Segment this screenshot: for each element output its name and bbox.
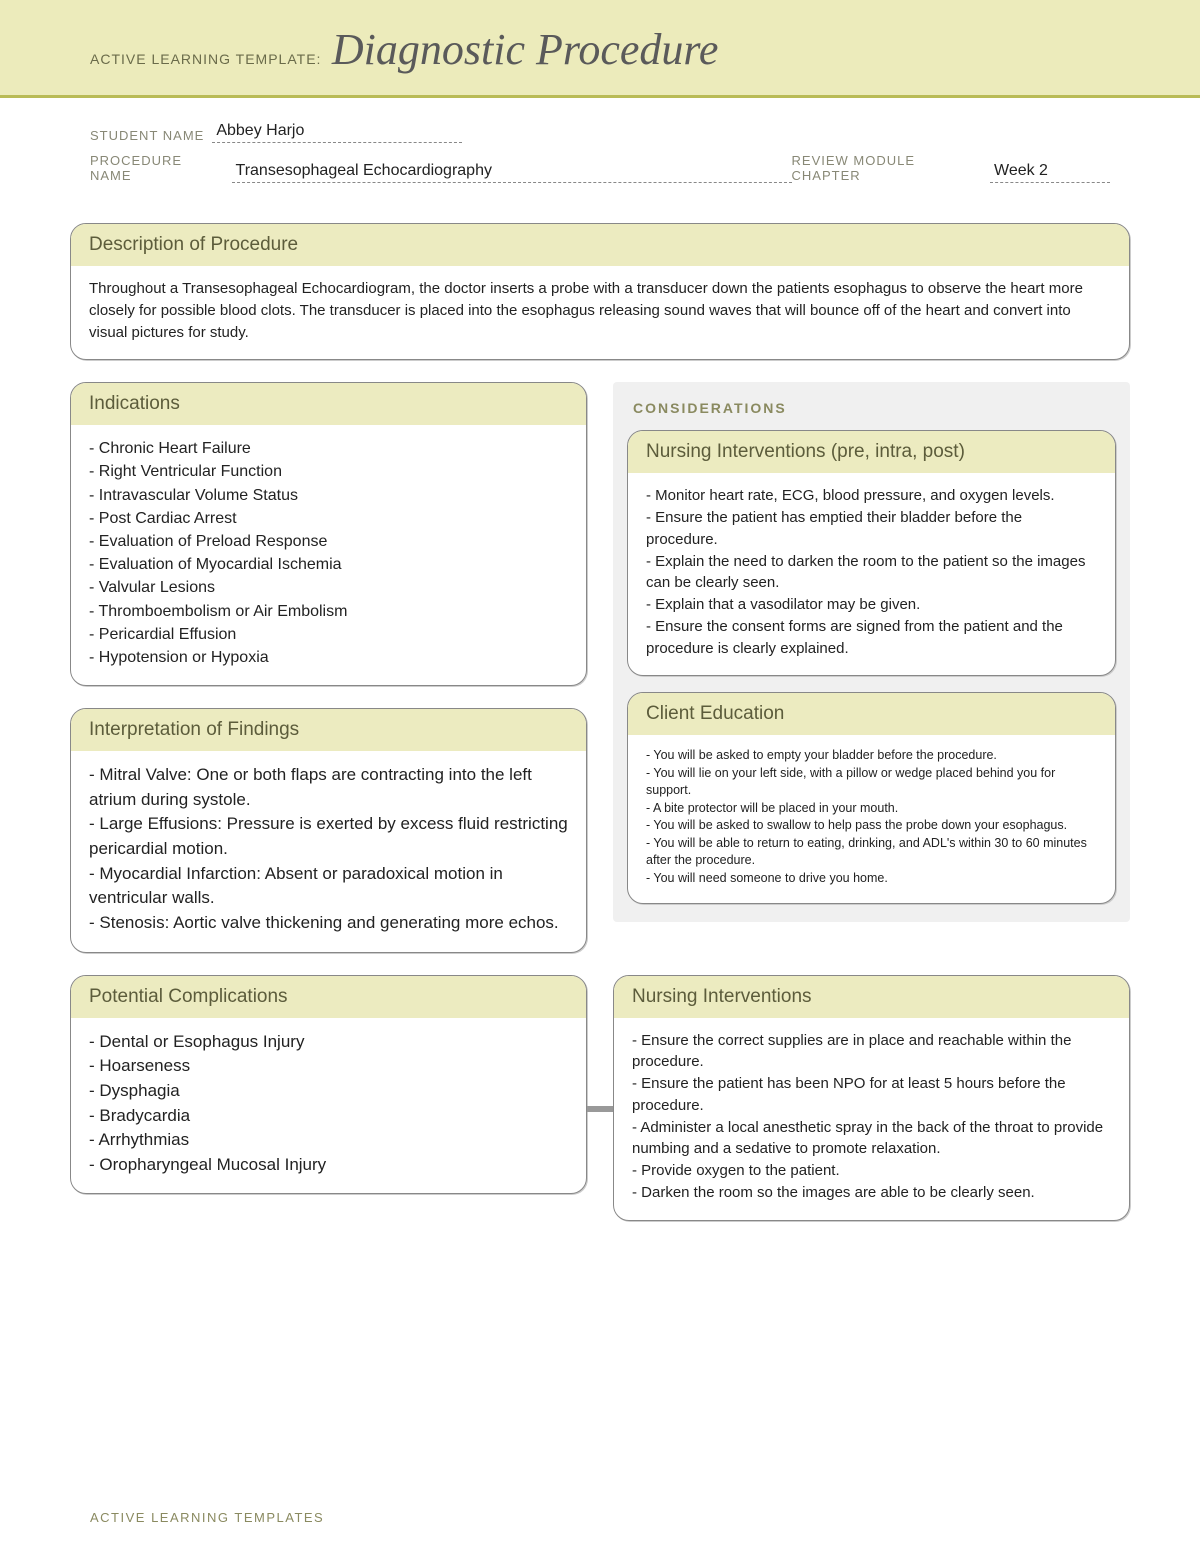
description-body: Throughout a Transesophageal Echocardiog… — [71, 266, 1129, 359]
list-item: - Pericardial Effusion — [89, 623, 568, 646]
nursing-pre-box: Nursing Interventions (pre, intra, post)… — [627, 430, 1116, 676]
list-item: - Ensure the consent forms are signed fr… — [646, 616, 1097, 660]
footer-text: ACTIVE LEARNING TEMPLATES — [90, 1510, 324, 1525]
student-name-value: Abbey Harjo — [212, 122, 462, 143]
list-item: - Post Cardiac Arrest — [89, 507, 568, 530]
list-item: - Bradycardia — [89, 1104, 568, 1129]
header-banner: ACTIVE LEARNING TEMPLATE: Diagnostic Pro… — [0, 0, 1200, 98]
list-item: - A bite protector will be placed in you… — [646, 800, 1097, 818]
list-item: - You will be able to return to eating, … — [646, 835, 1097, 870]
list-item: - Monitor heart rate, ECG, blood pressur… — [646, 485, 1097, 507]
list-item: - Valvular Lesions — [89, 576, 568, 599]
header-prefix: ACTIVE LEARNING TEMPLATE: — [90, 51, 321, 67]
header-title: Diagnostic Procedure — [332, 24, 719, 75]
list-item: - Mitral Valve: One or both flaps are co… — [89, 763, 568, 812]
description-box: Description of Procedure Throughout a Tr… — [70, 223, 1130, 360]
list-item: - You will need someone to drive you hom… — [646, 870, 1097, 888]
page: ACTIVE LEARNING TEMPLATE: Diagnostic Pro… — [0, 0, 1200, 1553]
indications-box: Indications - Chronic Heart Failure- Rig… — [70, 382, 587, 686]
list-item: - Large Effusions: Pressure is exerted b… — [89, 812, 568, 861]
nursing-interventions-body: - Ensure the correct supplies are in pla… — [614, 1018, 1129, 1220]
list-item: - Explain the need to darken the room to… — [646, 551, 1097, 595]
nursing-pre-body: - Monitor heart rate, ECG, blood pressur… — [628, 473, 1115, 675]
client-education-title: Client Education — [628, 693, 1115, 735]
list-item: - Myocardial Infarction: Absent or parad… — [89, 862, 568, 911]
list-item: - Evaluation of Myocardial Ischemia — [89, 553, 568, 576]
list-item: - Oropharyngeal Mucosal Injury — [89, 1153, 568, 1178]
list-item: - You will be asked to empty your bladde… — [646, 747, 1097, 765]
list-item: - Dental or Esophagus Injury — [89, 1030, 568, 1055]
complications-box: Potential Complications - Dental or Esop… — [70, 975, 587, 1195]
meta-area: STUDENT NAME Abbey Harjo PROCEDURE NAME … — [0, 98, 1200, 223]
nursing-interventions-box: Nursing Interventions - Ensure the corre… — [613, 975, 1130, 1221]
indications-title: Indications — [71, 383, 586, 425]
list-item: - Administer a local anesthetic spray in… — [632, 1117, 1111, 1161]
content-area: Description of Procedure Throughout a Tr… — [0, 223, 1200, 1243]
description-title: Description of Procedure — [71, 224, 1129, 266]
list-item: - Hypotension or Hypoxia — [89, 646, 568, 669]
interpretation-title: Interpretation of Findings — [71, 709, 586, 751]
procedure-name-label: PROCEDURE NAME — [90, 153, 224, 183]
considerations-label: CONSIDERATIONS — [633, 400, 1116, 416]
procedure-name-value: Transesophageal Echocardiography — [232, 162, 792, 183]
list-item: - Chronic Heart Failure — [89, 437, 568, 460]
client-education-body: - You will be asked to empty your bladde… — [628, 735, 1115, 903]
list-item: - Darken the room so the images are able… — [632, 1182, 1111, 1204]
list-item: - Intravascular Volume Status — [89, 484, 568, 507]
list-item: - Stenosis: Aortic valve thickening and … — [89, 911, 568, 936]
list-item: - Right Ventricular Function — [89, 460, 568, 483]
list-item: - Explain that a vasodilator may be give… — [646, 594, 1097, 616]
list-item: - Dysphagia — [89, 1079, 568, 1104]
nursing-pre-title: Nursing Interventions (pre, intra, post) — [628, 431, 1115, 473]
nursing-interventions-title: Nursing Interventions — [614, 976, 1129, 1018]
list-item: - Ensure the patient has been NPO for at… — [632, 1073, 1111, 1117]
interpretation-box: Interpretation of Findings - Mitral Valv… — [70, 708, 587, 952]
list-item: - Ensure the patient has emptied their b… — [646, 507, 1097, 551]
list-item: - Hoarseness — [89, 1054, 568, 1079]
indications-body: - Chronic Heart Failure- Right Ventricul… — [71, 425, 586, 685]
list-item: - You will lie on your left side, with a… — [646, 765, 1097, 800]
connector-line — [587, 1106, 613, 1112]
complications-body: - Dental or Esophagus Injury- Hoarseness… — [71, 1018, 586, 1194]
module-chapter-label: REVIEW MODULE CHAPTER — [792, 153, 982, 183]
considerations-panel: CONSIDERATIONS Nursing Interventions (pr… — [613, 382, 1130, 922]
module-chapter-value: Week 2 — [990, 162, 1110, 183]
list-item: - Ensure the correct supplies are in pla… — [632, 1030, 1111, 1074]
list-item: - Thromboembolism or Air Embolism — [89, 600, 568, 623]
client-education-box: Client Education - You will be asked to … — [627, 692, 1116, 904]
student-name-label: STUDENT NAME — [90, 128, 204, 143]
list-item: - Arrhythmias — [89, 1128, 568, 1153]
list-item: - You will be asked to swallow to help p… — [646, 817, 1097, 835]
complications-title: Potential Complications — [71, 976, 586, 1018]
interpretation-body: - Mitral Valve: One or both flaps are co… — [71, 751, 586, 951]
list-item: - Provide oxygen to the patient. — [632, 1160, 1111, 1182]
list-item: - Evaluation of Preload Response — [89, 530, 568, 553]
